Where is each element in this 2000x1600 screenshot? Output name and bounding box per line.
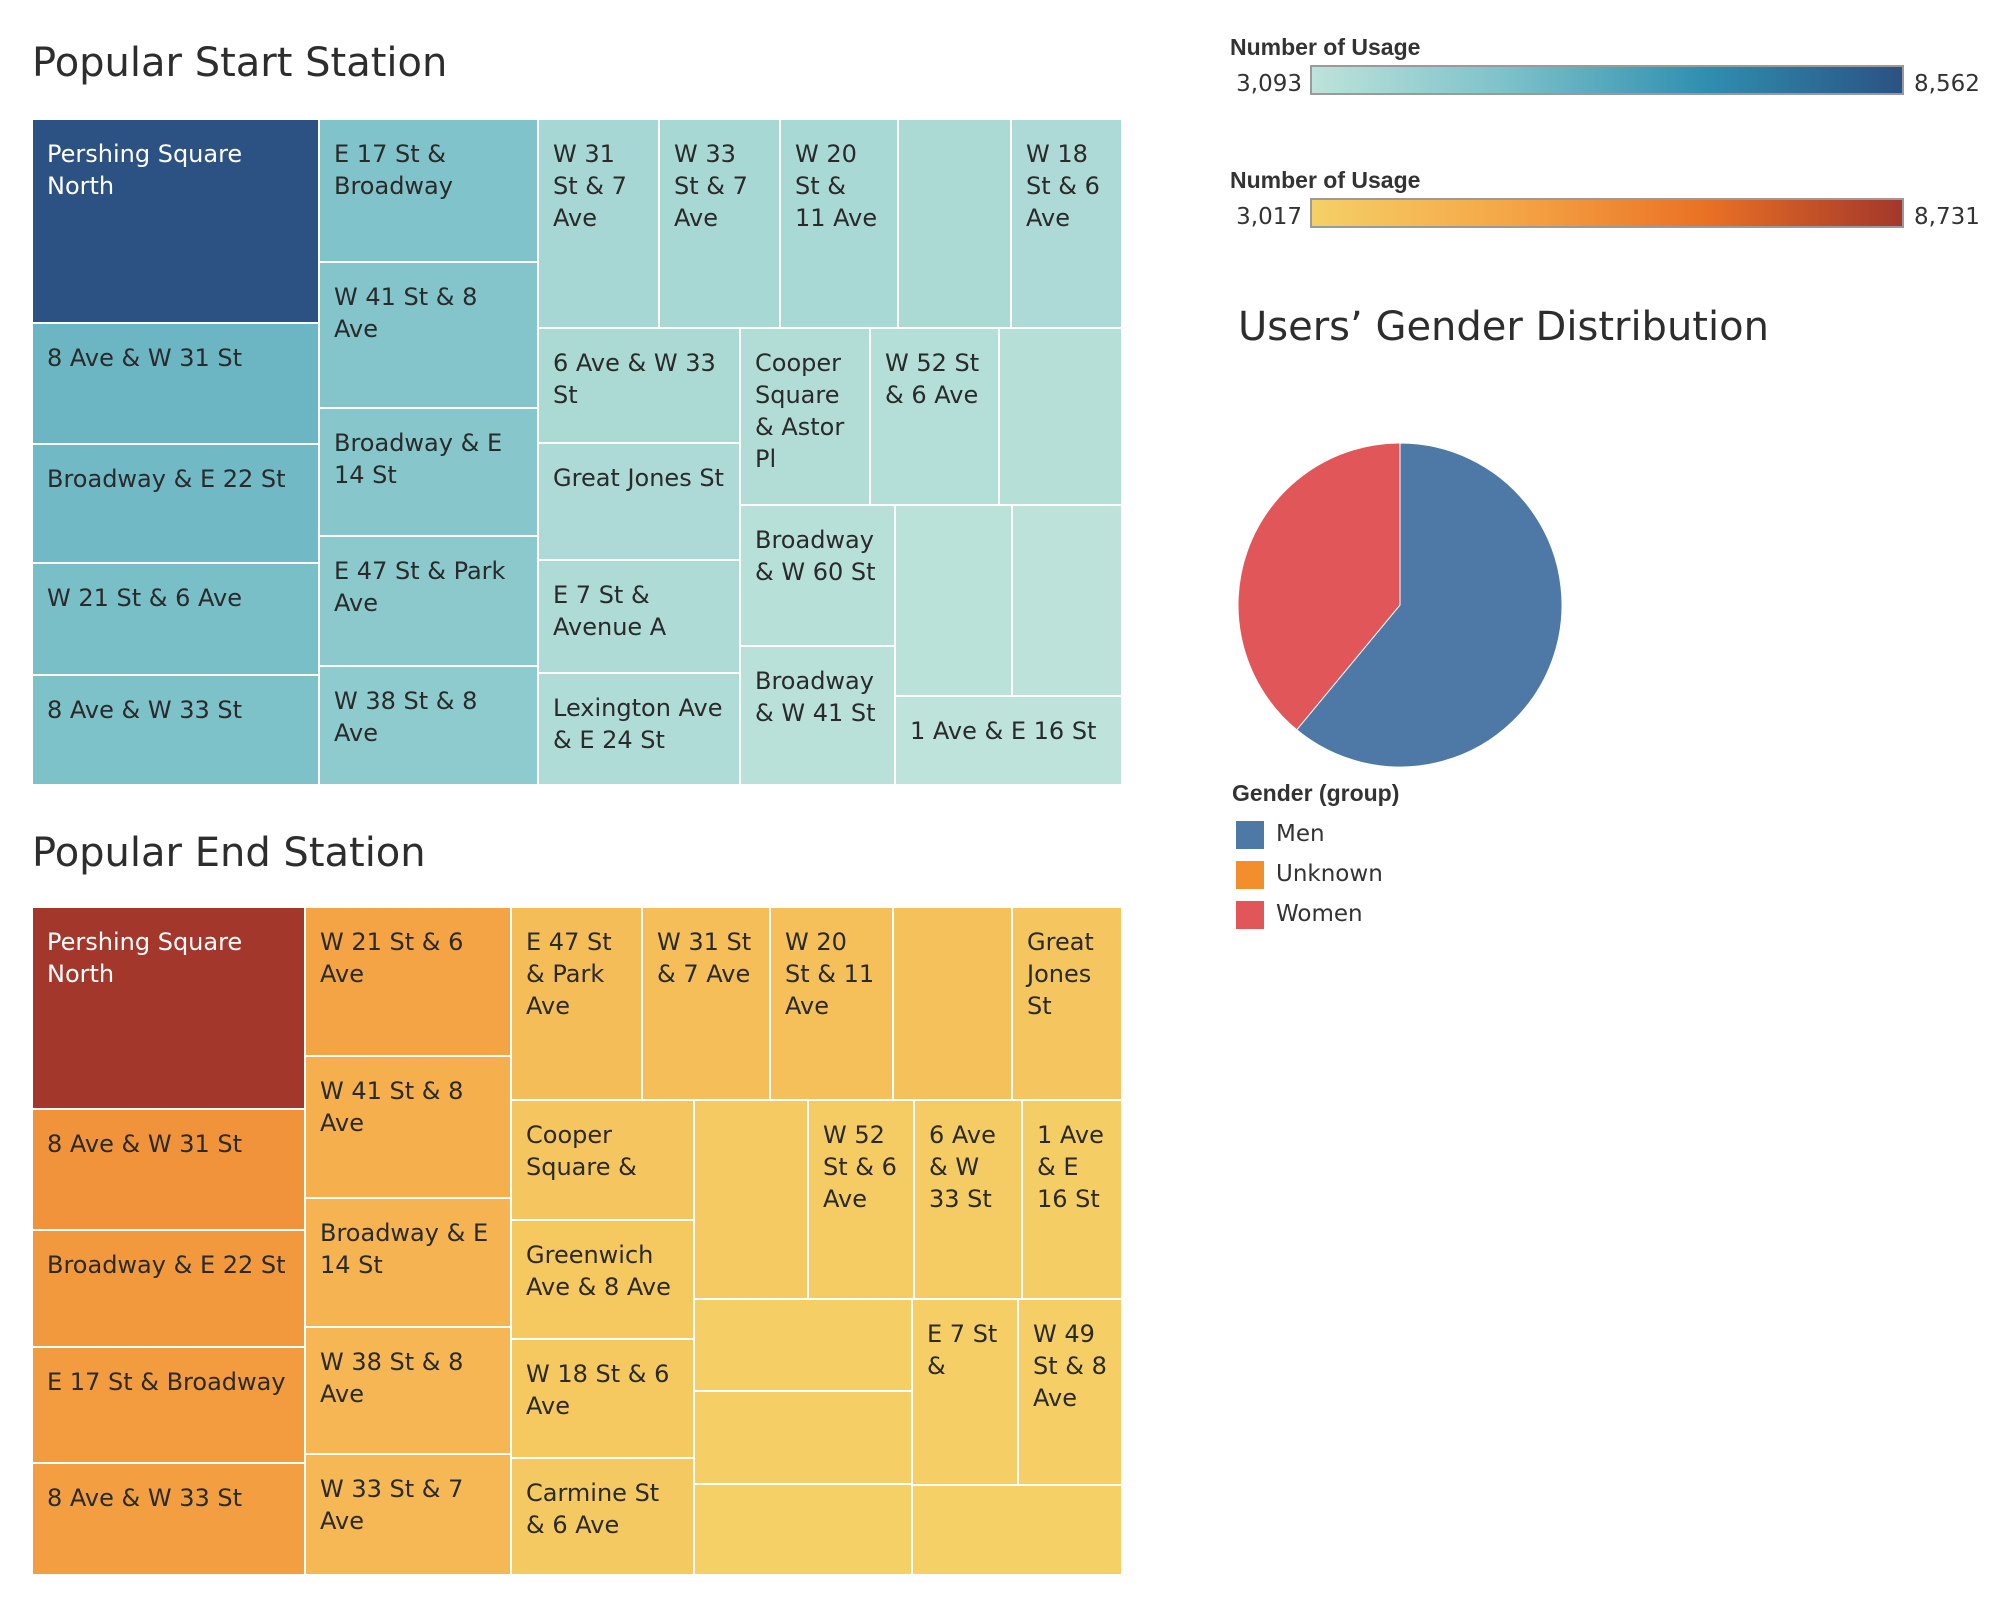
start-station-treemap-cell[interactable]: W 18 St & 6 Ave bbox=[1011, 119, 1122, 328]
start-legend-min: 3,093 bbox=[1236, 71, 1302, 97]
end-station-treemap-cell[interactable]: Greenwich Ave & 8 Ave bbox=[511, 1220, 694, 1339]
end-station-treemap-cell[interactable] bbox=[912, 1485, 1122, 1575]
start-station-treemap-cell[interactable]: E 47 St & Park Ave bbox=[319, 536, 538, 666]
start-station-treemap-cell[interactable]: W 33 St & 7 Ave bbox=[659, 119, 780, 328]
end-station-treemap-cell[interactable]: W 52 St & 6 Ave bbox=[808, 1100, 914, 1299]
gender-legend-item-women: Women bbox=[1232, 895, 1399, 935]
start-station-treemap-cell[interactable]: W 52 St & 6 Ave bbox=[870, 328, 999, 505]
start-station-treemap-cell[interactable] bbox=[895, 505, 1012, 696]
end-usage-color-legend: Number of Usage 3,017 8,731 bbox=[1230, 167, 1980, 238]
end-station-treemap-cell[interactable]: 8 Ave & W 33 St bbox=[32, 1463, 305, 1575]
start-station-treemap-cell[interactable]: W 31 St & 7 Ave bbox=[538, 119, 659, 328]
start-station-treemap-cell[interactable]: Broadway & W 60 St bbox=[740, 505, 895, 646]
start-station-treemap-cell[interactable]: Pershing Square North bbox=[32, 119, 319, 323]
start-station-treemap-cell[interactable]: E 17 St & Broadway bbox=[319, 119, 538, 262]
gender-legend-title: Gender (group) bbox=[1232, 780, 1400, 806]
start-station-treemap-cell[interactable]: 8 Ave & W 33 St bbox=[32, 675, 319, 785]
end-station-treemap-cell[interactable]: E 47 St & Park Ave bbox=[511, 907, 642, 1100]
start-station-treemap-cell[interactable]: W 21 St & 6 Ave bbox=[32, 563, 319, 675]
end-station-treemap-cell[interactable]: W 41 St & 8 Ave bbox=[305, 1056, 511, 1198]
start-legend-title: Number of Usage bbox=[1230, 34, 1421, 60]
start-legend-gradient-bar bbox=[1310, 65, 1904, 95]
gender-legend-item-men: Men bbox=[1232, 815, 1399, 855]
end-station-treemap-cell[interactable] bbox=[694, 1100, 808, 1299]
end-legend-min: 3,017 bbox=[1236, 204, 1302, 230]
men-swatch bbox=[1236, 821, 1264, 849]
end-legend-max: 8,731 bbox=[1914, 204, 1980, 230]
end-station-treemap-cell[interactable]: E 17 St & Broadway bbox=[32, 1347, 305, 1463]
start-station-treemap-cell[interactable] bbox=[1012, 505, 1122, 696]
end-station-treemap-cell[interactable]: Cooper Square & bbox=[511, 1100, 694, 1220]
start-station-treemap-cell[interactable]: 1 Ave & E 16 St bbox=[895, 696, 1122, 785]
start-station-treemap-cell[interactable]: W 41 St & 8 Ave bbox=[319, 262, 538, 408]
unknown-swatch bbox=[1236, 861, 1264, 889]
start-station-treemap-cell[interactable]: W 20 St & 11 Ave bbox=[780, 119, 898, 328]
unknown-label: Unknown bbox=[1276, 861, 1383, 887]
end-station-treemap-cell[interactable]: W 31 St & 7 Ave bbox=[642, 907, 770, 1100]
start-station-treemap-cell[interactable] bbox=[898, 119, 1011, 328]
gender-legend: Gender (group) Men Unknown Women bbox=[1232, 780, 1399, 935]
end-station-treemap-cell[interactable]: W 38 St & 8 Ave bbox=[305, 1327, 511, 1454]
start-station-treemap-cell[interactable]: Broadway & E 22 St bbox=[32, 444, 319, 563]
women-swatch bbox=[1236, 901, 1264, 929]
end-station-treemap-cell[interactable]: W 21 St & 6 Ave bbox=[305, 907, 511, 1056]
end-station-treemap-cell[interactable]: 8 Ave & W 31 St bbox=[32, 1109, 305, 1230]
end-station-treemap-cell[interactable] bbox=[893, 907, 1012, 1100]
end-station-treemap-cell[interactable]: Broadway & E 14 St bbox=[305, 1198, 511, 1327]
start-legend-max: 8,562 bbox=[1914, 71, 1980, 97]
end-station-treemap: Pershing Square North 8 Ave & W 31 St Broa… bbox=[32, 907, 1122, 1575]
start-station-treemap-cell[interactable]: Lexington Ave & E 24 St bbox=[538, 673, 740, 785]
pie-slice-men[interactable] bbox=[1296, 442, 1563, 768]
gender-pie-chart bbox=[1237, 442, 1563, 768]
men-label: Men bbox=[1276, 821, 1325, 847]
start-station-title: Popular Start Station bbox=[32, 40, 448, 86]
end-station-treemap-cell[interactable]: 1 Ave & E 16 St bbox=[1022, 1100, 1122, 1299]
end-station-treemap-cell[interactable]: W 49 St & 8 Ave bbox=[1018, 1299, 1122, 1485]
start-station-treemap-cell[interactable]: Broadway & E 14 St bbox=[319, 408, 538, 536]
end-station-title: Popular End Station bbox=[32, 830, 426, 876]
end-station-treemap-cell[interactable] bbox=[694, 1484, 912, 1575]
end-station-treemap-cell[interactable]: W 33 St & 7 Ave bbox=[305, 1454, 511, 1575]
end-station-treemap-cell[interactable]: E 7 St & bbox=[912, 1299, 1018, 1485]
start-station-treemap-cell[interactable]: E 7 St & Avenue A bbox=[538, 560, 740, 673]
start-usage-color-legend: Number of Usage 3,093 8,562 bbox=[1230, 34, 1980, 105]
start-station-treemap-cell[interactable]: Great Jones St bbox=[538, 443, 740, 560]
start-station-treemap-cell[interactable]: 6 Ave & W 33 St bbox=[538, 328, 740, 443]
end-legend-gradient-bar bbox=[1310, 198, 1904, 228]
end-station-treemap-cell[interactable]: 6 Ave & W 33 St bbox=[914, 1100, 1022, 1299]
pie-slice-women[interactable] bbox=[1237, 442, 1401, 731]
start-station-treemap-cell[interactable]: 8 Ave & W 31 St bbox=[32, 323, 319, 444]
end-station-treemap-cell[interactable]: Carmine St & 6 Ave bbox=[511, 1458, 694, 1575]
end-station-treemap-cell[interactable] bbox=[694, 1299, 912, 1391]
start-station-treemap: Pershing Square North 8 Ave & W 31 St Broa… bbox=[32, 119, 1122, 785]
end-station-treemap-cell[interactable]: Broadway & E 22 St bbox=[32, 1230, 305, 1347]
start-station-treemap-cell[interactable]: Cooper Square & Astor Pl bbox=[740, 328, 870, 505]
gender-pie-title: Users’ Gender Distribution bbox=[1238, 304, 1769, 350]
end-station-treemap-cell[interactable] bbox=[694, 1391, 912, 1484]
start-station-treemap-cell[interactable]: Broadway & W 41 St bbox=[740, 646, 895, 785]
women-label: Women bbox=[1276, 901, 1363, 927]
end-legend-title: Number of Usage bbox=[1230, 167, 1421, 193]
end-station-treemap-cell[interactable]: Great Jones St bbox=[1012, 907, 1122, 1100]
end-station-treemap-cell[interactable]: W 18 St & 6 Ave bbox=[511, 1339, 694, 1458]
end-station-treemap-cell[interactable]: Pershing Square North bbox=[32, 907, 305, 1109]
start-station-treemap-cell[interactable]: W 38 St & 8 Ave bbox=[319, 666, 538, 785]
end-station-treemap-cell[interactable]: W 20 St & 11 Ave bbox=[770, 907, 893, 1100]
start-station-treemap-cell[interactable] bbox=[999, 328, 1122, 505]
gender-legend-item-unknown: Unknown bbox=[1232, 855, 1399, 895]
